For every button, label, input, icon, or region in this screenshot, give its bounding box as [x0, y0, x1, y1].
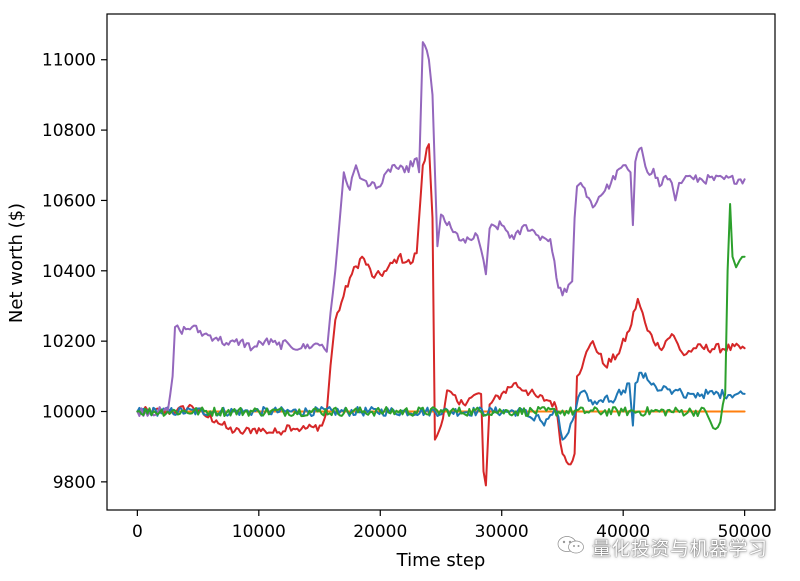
y-tick-label: 10400 [42, 262, 96, 282]
watermark-text: 量化投资与机器学习 [592, 537, 768, 560]
axes-layer: 0 10000 20000 30000 40000 50000 9800 10000 10200… [42, 13, 776, 542]
y-tick-label: 9800 [53, 473, 96, 493]
x-tick-label: 50000 [718, 522, 772, 542]
series-line-5 [136, 203, 746, 431]
y-tick-label: 11000 [42, 51, 96, 71]
x-tick-label: 20000 [353, 522, 407, 542]
y-tick-label: 10200 [42, 332, 96, 352]
axes-frame [106, 13, 776, 511]
y-tick-label: 10000 [42, 403, 96, 423]
watermark: 量化投资与机器学习 [556, 534, 768, 560]
x-axis-title: Time step [396, 550, 486, 571]
y-axis-title: Net worth ($) [6, 203, 27, 323]
plot-area [107, 14, 775, 510]
wechat-icon [556, 534, 586, 560]
x-tick-label: 10000 [232, 522, 286, 542]
x-tick-label: 30000 [475, 522, 529, 542]
y-tick-label: 10600 [42, 191, 96, 211]
x-tick-label: 0 [132, 522, 143, 542]
series-line-3 [136, 371, 746, 441]
series-line-4 [136, 41, 746, 417]
plot-background [107, 14, 775, 510]
series-line-2 [136, 143, 746, 487]
y-tick-label: 10800 [42, 121, 96, 141]
x-tick-label: 40000 [596, 522, 650, 542]
series-layer [136, 41, 746, 487]
